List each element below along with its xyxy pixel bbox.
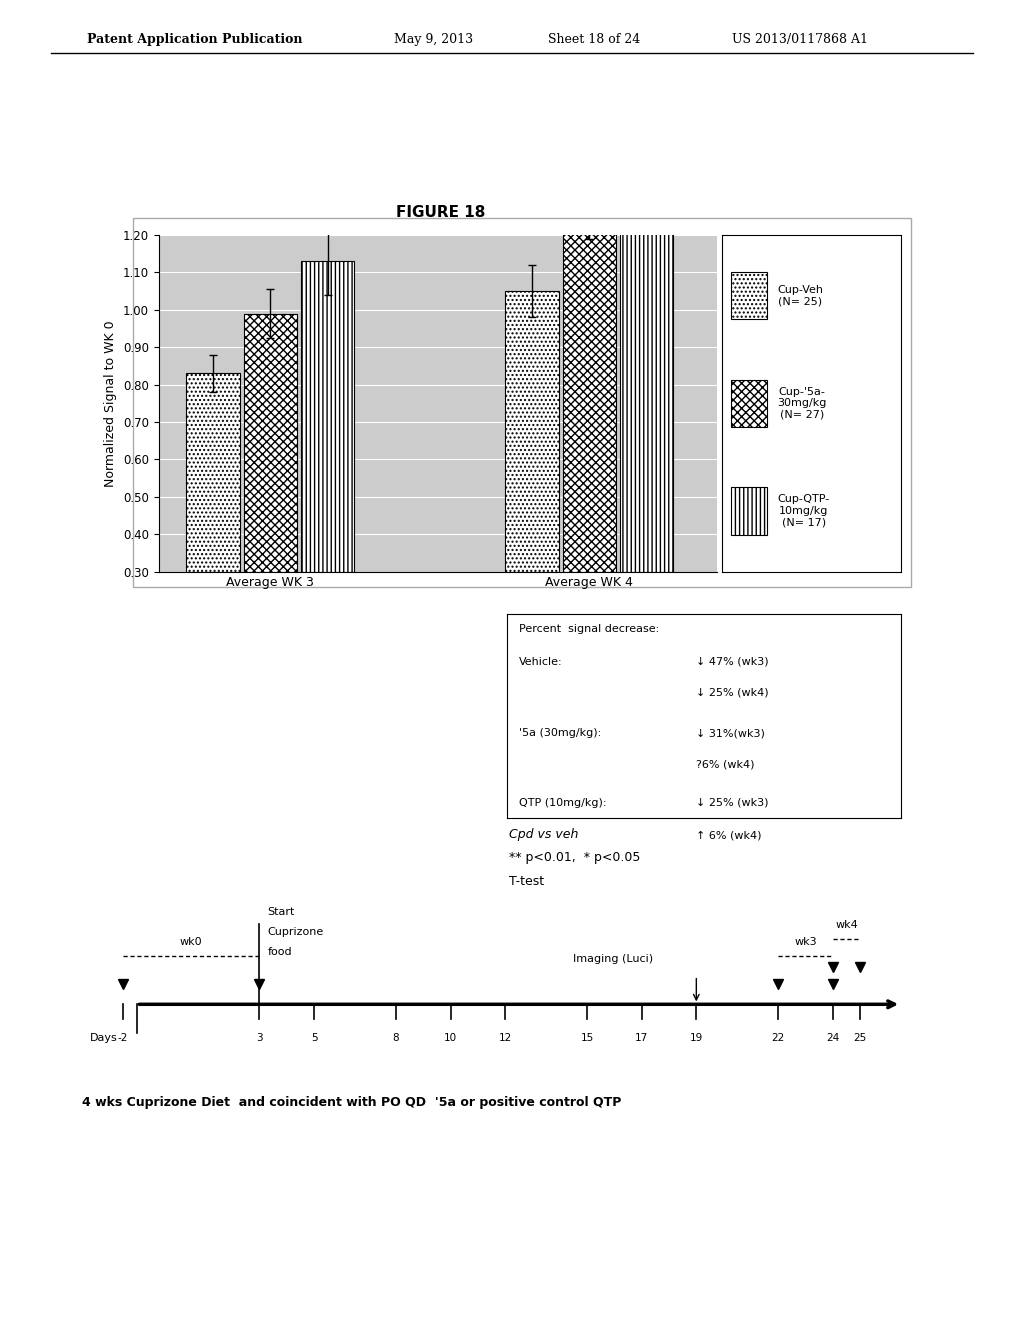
Text: FIGURE 18: FIGURE 18 (395, 205, 485, 219)
Text: 17: 17 (635, 1032, 648, 1043)
Text: Cpd vs veh: Cpd vs veh (509, 828, 579, 841)
Text: 10: 10 (444, 1032, 457, 1043)
Text: '5a (30mg/kg):: '5a (30mg/kg): (519, 729, 601, 738)
Text: Vehicle:: Vehicle: (519, 657, 562, 667)
Bar (620, 176, 674, 572)
Text: 25: 25 (854, 1032, 866, 1043)
Bar (731, 487, 767, 535)
Text: ** p<0.01,  * p<0.05: ** p<0.01, * p<0.05 (509, 851, 640, 865)
Text: wk0: wk0 (180, 937, 203, 948)
Text: ↓ 25% (wk4): ↓ 25% (wk4) (696, 688, 769, 697)
Text: Percent  signal decrease:: Percent signal decrease: (519, 624, 659, 634)
Text: 4 wks Cuprizone Diet  and coincident with PO QD  '5a or positive control QTP: 4 wks Cuprizone Diet and coincident with… (82, 1096, 622, 1109)
Text: Cup-QTP-
10mg/kg
(N= 17): Cup-QTP- 10mg/kg (N= 17) (777, 495, 829, 528)
Text: Sheet 18 of 24: Sheet 18 of 24 (548, 33, 640, 46)
Text: food: food (267, 948, 292, 957)
Bar (505, 290, 558, 572)
Text: 19: 19 (690, 1032, 702, 1043)
Text: 12: 12 (499, 1032, 512, 1043)
Bar (562, 220, 615, 572)
Bar (244, 314, 297, 572)
Text: -2: -2 (118, 1032, 128, 1043)
Text: Cup-'5a-
30mg/kg
(N= 27): Cup-'5a- 30mg/kg (N= 27) (777, 387, 826, 420)
Text: 8: 8 (392, 1032, 399, 1043)
Text: 3: 3 (256, 1032, 263, 1043)
Text: 24: 24 (826, 1032, 840, 1043)
Text: Days: Days (90, 1032, 118, 1043)
Text: Imaging (Luci): Imaging (Luci) (573, 954, 653, 964)
Bar (731, 272, 767, 319)
Bar (731, 380, 767, 426)
Text: 5: 5 (310, 1032, 317, 1043)
Bar (301, 261, 354, 572)
Text: ?6% (wk4): ?6% (wk4) (696, 759, 755, 770)
Text: Start: Start (267, 907, 295, 917)
Text: T-test: T-test (509, 875, 544, 888)
Y-axis label: Normalized Signal to WK 0: Normalized Signal to WK 0 (104, 319, 118, 487)
Text: Cup-Veh
(N= 25): Cup-Veh (N= 25) (777, 285, 823, 306)
Text: 22: 22 (772, 1032, 784, 1043)
Text: ↓ 47% (wk3): ↓ 47% (wk3) (696, 657, 769, 667)
Text: wk4: wk4 (836, 920, 858, 929)
Text: ↓ 25% (wk3): ↓ 25% (wk3) (696, 797, 769, 808)
Text: ↑ 6% (wk4): ↑ 6% (wk4) (696, 830, 762, 841)
Text: Cuprizone: Cuprizone (267, 927, 324, 937)
Text: May 9, 2013: May 9, 2013 (394, 33, 473, 46)
Text: wk3: wk3 (795, 937, 817, 948)
Text: QTP (10mg/kg):: QTP (10mg/kg): (519, 797, 606, 808)
Text: ↓ 31%(wk3): ↓ 31%(wk3) (696, 729, 765, 738)
Text: 15: 15 (581, 1032, 594, 1043)
Bar (186, 374, 240, 572)
Text: Patent Application Publication: Patent Application Publication (87, 33, 302, 46)
Text: US 2013/0117868 A1: US 2013/0117868 A1 (732, 33, 868, 46)
